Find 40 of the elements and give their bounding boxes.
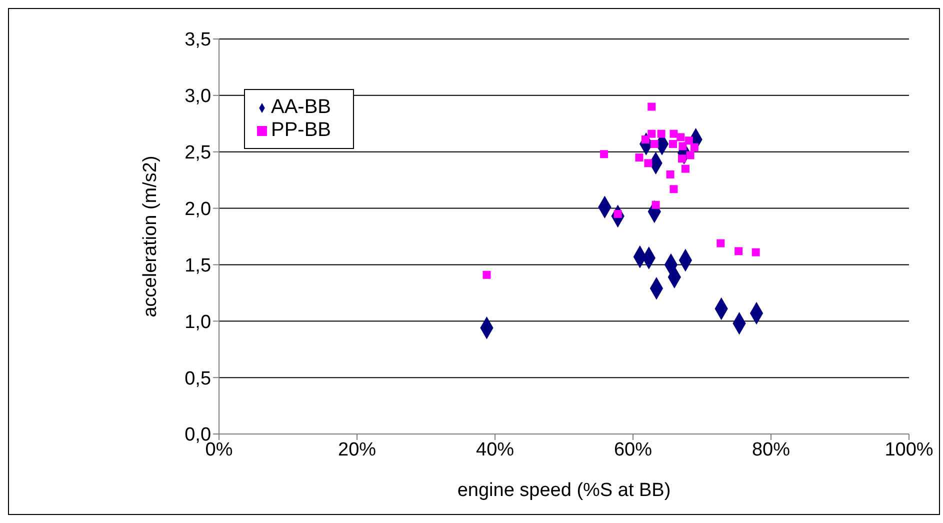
legend-label: AA-BB [271,96,332,118]
point [657,130,666,138]
point [686,151,694,160]
y-tick-label: 3,5 [184,30,212,51]
y-axis-title: acceleration (m/s2) [140,156,161,318]
point [652,200,660,209]
point [678,142,687,150]
point [684,136,693,145]
y-tick-label: 2,0 [184,199,212,220]
point [716,239,725,248]
point [734,247,743,256]
point [676,133,685,142]
y-tick-label: 3,0 [184,86,212,108]
point [670,185,678,194]
point [678,154,686,163]
legend-label: PP-BB [271,119,332,141]
point [644,159,652,168]
point [690,143,698,152]
point [752,248,760,256]
point [666,170,674,178]
point [648,130,656,138]
y-tick-label: 0,5 [184,368,212,390]
x-tick-label: 80% [752,439,790,460]
y-tick-label: 1,0 [184,312,212,333]
y-tick-label: 1,5 [184,255,212,276]
x-axis-title: engine speed (%S at BB) [457,480,671,501]
point [650,140,658,148]
x-tick-label: 60% [614,439,652,460]
point [482,270,491,279]
x-tick-label: 100% [884,439,934,460]
point [648,102,656,111]
point [670,130,678,138]
point [641,135,650,144]
point [669,140,678,148]
point [635,154,644,162]
x-tick-label: 40% [476,439,514,460]
y-tick-label: 2,5 [184,142,212,164]
point [600,150,608,158]
point [681,164,690,173]
x-tick-label: 20% [338,439,376,460]
